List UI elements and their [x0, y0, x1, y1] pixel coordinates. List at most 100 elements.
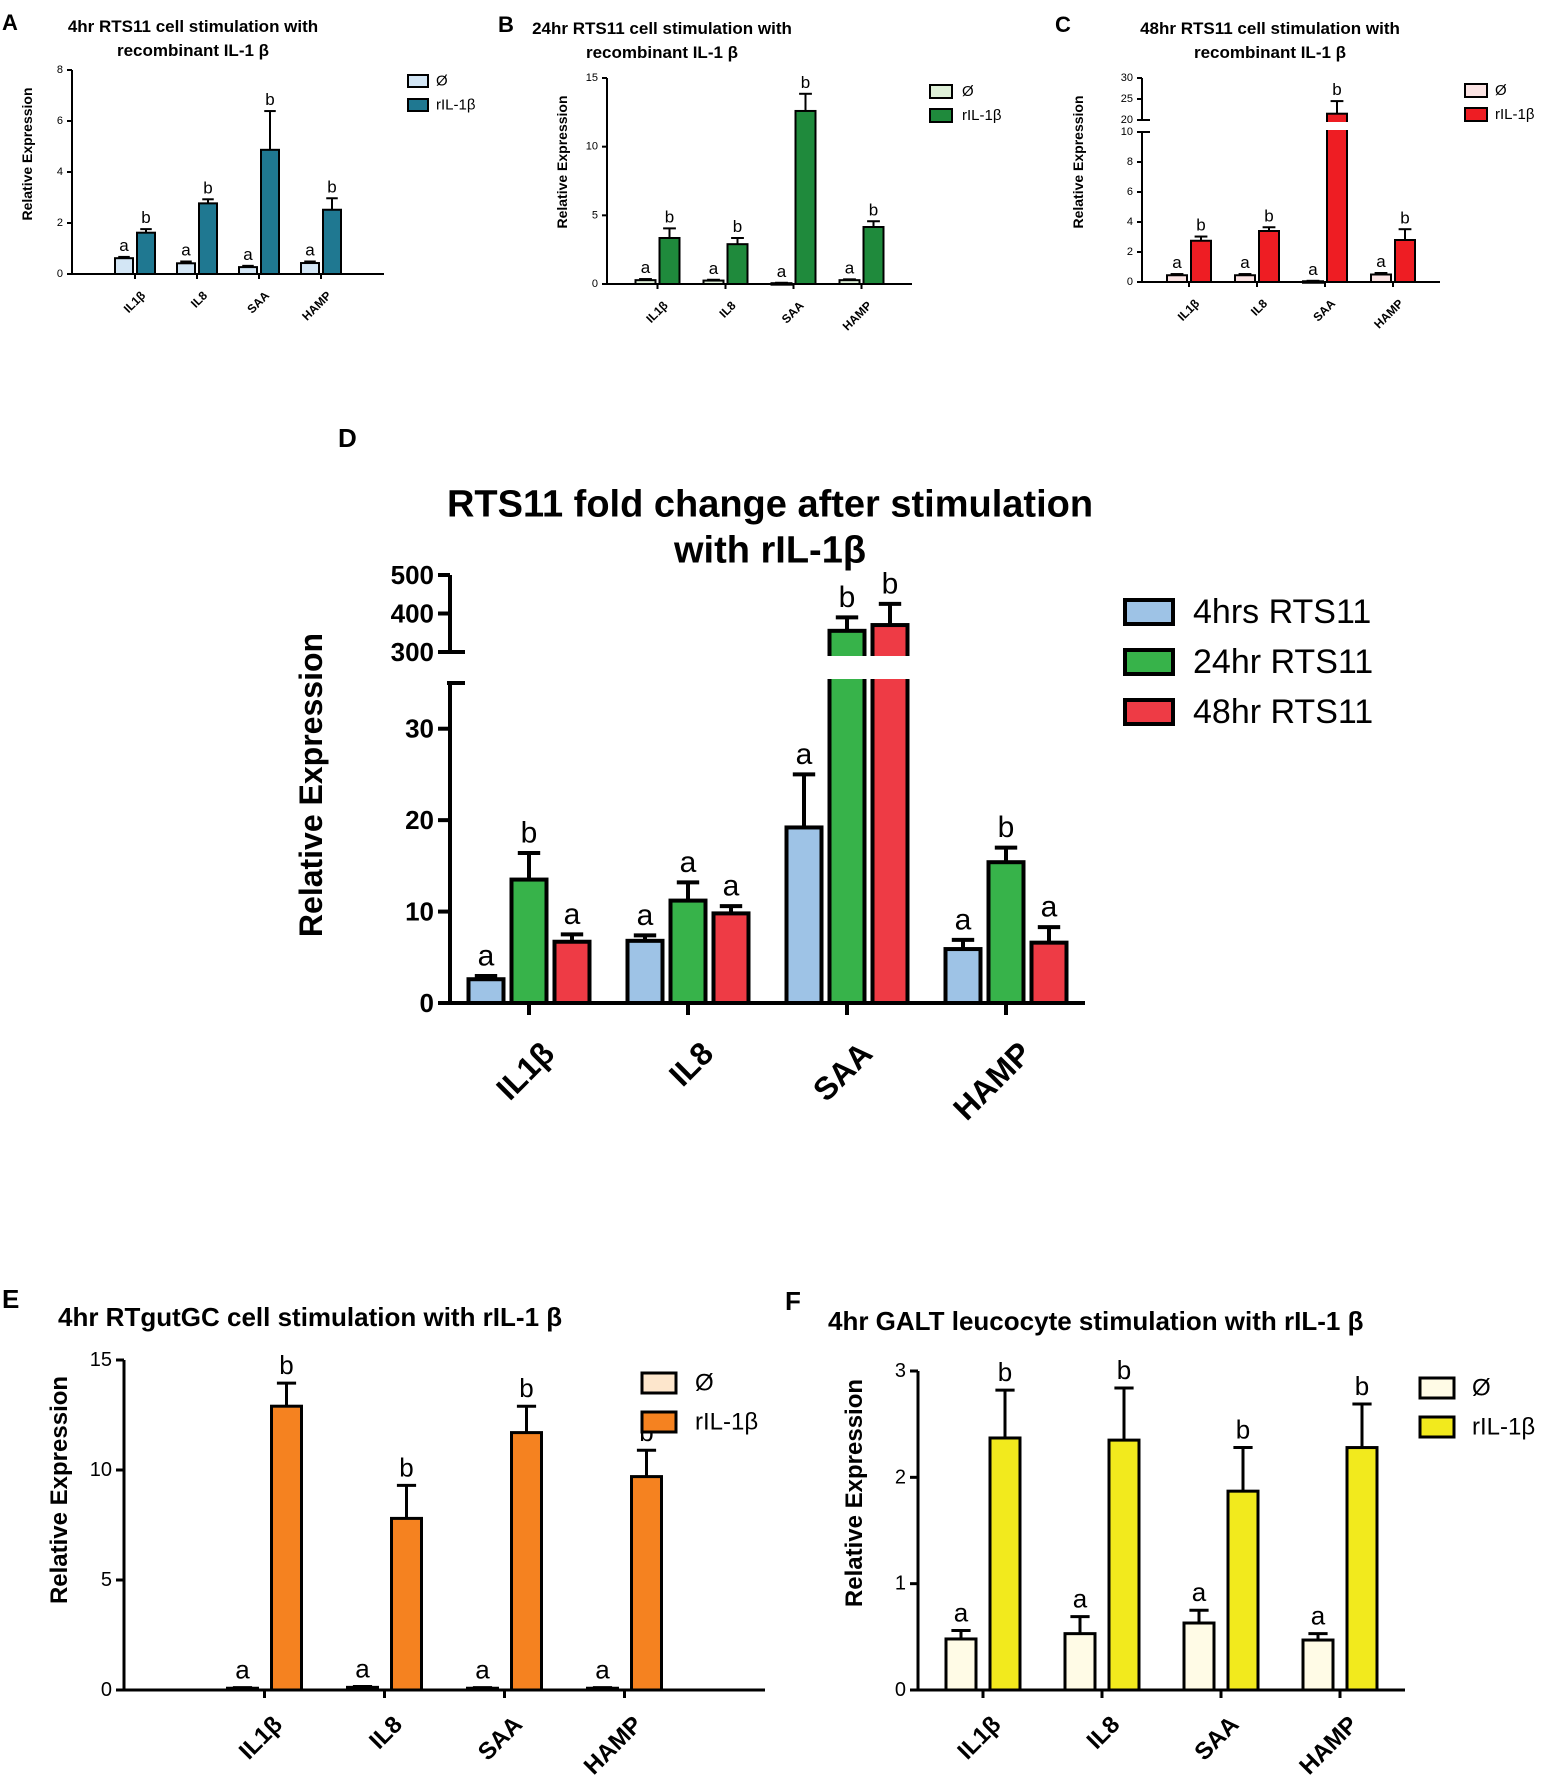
- y-tick-label: 5: [101, 1569, 112, 1591]
- y-tick-label: 8: [57, 64, 63, 76]
- significance-letter: b: [801, 73, 810, 92]
- legend-swatch: [1123, 648, 1175, 676]
- x-tick-label: HAMP: [1294, 1711, 1363, 1775]
- panel-label: E: [2, 1284, 19, 1314]
- y-tick-label: 0: [592, 278, 598, 290]
- y-tick-label: 25: [1121, 93, 1133, 105]
- bar: [1345, 1446, 1379, 1692]
- significance-letter: b: [1196, 216, 1205, 235]
- x-tick-label: IL1β: [121, 288, 148, 315]
- chart-title: recombinant IL-1 β: [117, 41, 269, 60]
- bar: [552, 939, 592, 1005]
- bar: [668, 898, 708, 1005]
- y-tick-label: 1: [895, 1573, 906, 1595]
- bar: [838, 279, 861, 285]
- x-tick-label: IL8: [1082, 1711, 1126, 1755]
- x-tick-label: IL8: [662, 1035, 720, 1093]
- legend-label: Ø: [695, 1370, 714, 1397]
- legend-label: Ø: [1472, 1375, 1491, 1402]
- significance-letter: a: [119, 236, 129, 255]
- significance-letter: b: [519, 1373, 533, 1403]
- bar: [390, 1516, 423, 1692]
- significance-letter: a: [475, 1654, 490, 1684]
- bar: [1107, 1438, 1141, 1692]
- y-tick-label: 15: [586, 72, 598, 84]
- significance-letter: a: [723, 870, 740, 903]
- significance-letter: a: [305, 241, 315, 260]
- bar: [1166, 274, 1188, 283]
- bar: [986, 860, 1026, 1006]
- x-tick-label: HAMP: [946, 1035, 1038, 1127]
- bar: [260, 148, 280, 275]
- legend-swatch: [929, 84, 953, 99]
- significance-letter: a: [1041, 891, 1058, 924]
- legend-swatch: [1123, 698, 1175, 726]
- y-axis-label: Relative Expression: [554, 95, 570, 228]
- significance-letter: a: [595, 1654, 610, 1684]
- bar: [1394, 239, 1416, 283]
- chart-title: 24hr RTS11 cell stimulation with: [532, 19, 792, 38]
- bar: [794, 109, 817, 285]
- y-tick-label: 0: [101, 1679, 112, 1701]
- panel-label: C: [1055, 12, 1071, 37]
- x-tick-label: SAA: [779, 298, 807, 326]
- significance-letter: a: [1308, 260, 1318, 279]
- significance-letter: a: [845, 258, 855, 277]
- bar: [1182, 1621, 1216, 1692]
- panel-label: A: [2, 10, 18, 35]
- bar: [658, 236, 681, 285]
- panel-label: D: [338, 423, 357, 453]
- significance-letter: b: [998, 1357, 1012, 1387]
- x-tick-label: SAA: [1310, 296, 1338, 324]
- y-tick-label: 400: [391, 599, 434, 629]
- bar: [198, 202, 218, 276]
- y-axis-label: Relative Expression: [46, 1376, 73, 1604]
- legend-swatch: [1464, 107, 1488, 122]
- bar: [1370, 273, 1392, 283]
- legend-label: 24hr RTS11: [1193, 643, 1373, 681]
- x-tick-label: IL1β: [1175, 296, 1202, 323]
- significance-letter: a: [709, 259, 719, 278]
- x-tick-label: IL8: [188, 288, 210, 310]
- y-tick-label: 500: [391, 560, 434, 590]
- legend-swatch: [407, 74, 429, 88]
- significance-letter: b: [399, 1452, 413, 1482]
- significance-letter: b: [1117, 1355, 1131, 1385]
- y-tick-label: 30: [405, 714, 434, 744]
- x-tick-label: HAMP: [840, 298, 875, 333]
- legend-swatch: [640, 1410, 678, 1434]
- significance-letter: b: [1400, 208, 1409, 227]
- bar: [1226, 1489, 1260, 1692]
- y-tick-label: 0: [57, 268, 63, 280]
- bar: [586, 1686, 619, 1692]
- significance-letter: a: [235, 1654, 250, 1684]
- legend-swatch: [1418, 1376, 1456, 1400]
- bar: [226, 1686, 259, 1692]
- y-tick-label: 6: [1127, 186, 1133, 198]
- panel-label: B: [498, 12, 514, 37]
- bar: [988, 1436, 1022, 1692]
- chart-title: 4hr RTgutGC cell stimulation with rIL-1 …: [58, 1302, 562, 1332]
- significance-letter: a: [1376, 252, 1386, 271]
- bar: [270, 1404, 303, 1692]
- x-tick-label: IL1β: [489, 1035, 561, 1107]
- significance-letter: a: [954, 1597, 969, 1627]
- bar-break-gap: [868, 656, 912, 679]
- bar: [827, 628, 867, 1005]
- y-axis-label: Relative Expression: [841, 1379, 868, 1607]
- significance-letter: a: [181, 241, 191, 260]
- legend-swatch: [1418, 1415, 1456, 1439]
- bar: [770, 282, 793, 286]
- bar: [1234, 274, 1256, 283]
- panel-label: F: [785, 1286, 801, 1316]
- significance-letter: b: [733, 217, 742, 236]
- x-tick-label: SAA: [244, 288, 272, 316]
- significance-letter: a: [1192, 1577, 1207, 1607]
- y-axis-label: Relative Expression: [293, 633, 329, 937]
- bar: [862, 226, 885, 285]
- bar: [466, 977, 506, 1006]
- x-tick-label: SAA: [1189, 1711, 1244, 1766]
- chart-panel-b: B 24hr RTS11 cell stimulation with recombi…: [498, 12, 1002, 333]
- bar: [702, 279, 725, 286]
